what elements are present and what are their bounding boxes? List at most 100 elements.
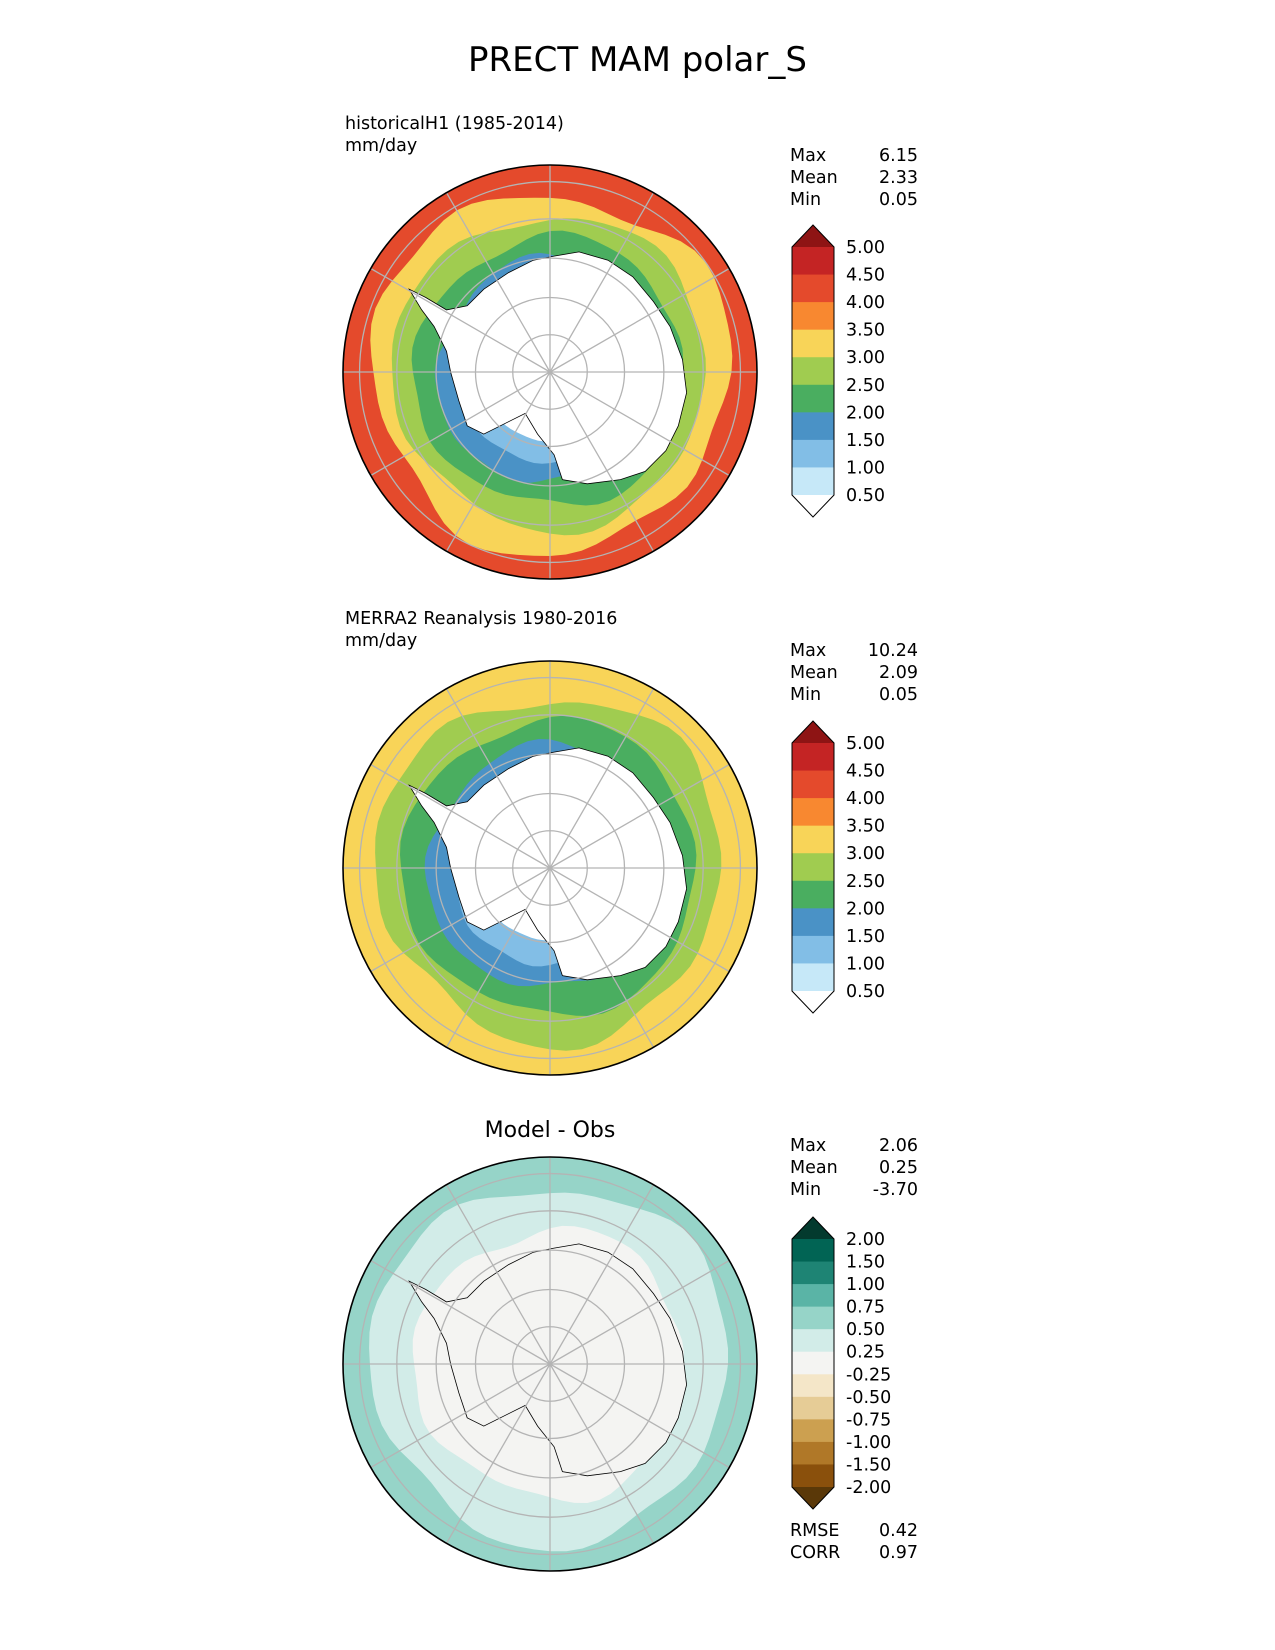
graticule-meridian: [549, 267, 730, 373]
colorbar-tick-label: 2.50: [846, 872, 885, 892]
graticule-meridian: [370, 267, 551, 373]
graticule-meridian: [445, 688, 551, 869]
map-field-2: [343, 661, 757, 1075]
stat-label: Min: [790, 190, 822, 210]
map-field-3: [343, 1157, 757, 1571]
panel3-stat-max: Max 2.06: [790, 1135, 918, 1157]
colorbar-tick-label: 0.25: [846, 1343, 885, 1363]
metric-value: 0.97: [879, 1543, 918, 1563]
stat-value: 0.25: [879, 1158, 918, 1178]
panel3-metric-corr: CORR 0.97: [790, 1542, 918, 1564]
panel2-stat-mean: Mean 2.09: [790, 662, 918, 684]
panel3-stat-min: Min -3.70: [790, 1179, 918, 1201]
stat-label: Max: [790, 146, 827, 166]
colorbar-segment: [792, 1284, 834, 1308]
graticule-meridian: [370, 867, 551, 973]
colorbar-segment: [792, 439, 834, 468]
colorbar-tick-label: 1.00: [846, 458, 885, 478]
panel1-stat-max: Max 6.15: [790, 145, 918, 167]
panel2-stats: Max 10.24 Mean 2.09 Min 0.05: [790, 640, 918, 706]
graticule-meridian: [445, 192, 551, 373]
colorbar-segment: [792, 935, 834, 964]
colorbar-segment: [792, 1329, 834, 1353]
colorbar-tick-label: 1.50: [846, 1253, 885, 1273]
colorbar-tick-label: -1.00: [846, 1433, 891, 1453]
colorbar-tick-label: 2.00: [846, 899, 885, 919]
graticule-meridian: [549, 371, 730, 477]
stat-label: Min: [790, 685, 822, 705]
colorbar-tick-label: 2.00: [846, 1230, 885, 1250]
colorbar-tick-label: 0.50: [846, 982, 885, 1002]
colorbar-tick-label: 4.50: [846, 266, 885, 286]
stat-label: Max: [790, 1136, 827, 1156]
colorbar-tick-label: 0.75: [846, 1298, 885, 1318]
stat-label: Mean: [790, 1158, 838, 1178]
colorbar-1: 0.50 1.00 1.50 2.00 2.50 3.00 3.50 4.00 4.50 5.00: [791, 224, 885, 518]
colorbar-extend-min: [792, 495, 834, 517]
colorbar-tick-label: 2.50: [846, 376, 885, 396]
colorbar-segment: [792, 412, 834, 441]
colorbar-tick-label: 0.50: [846, 1320, 885, 1340]
graticule-meridian: [445, 1363, 551, 1544]
colorbar-segment: [792, 274, 834, 303]
colorbar-tick-label: -1.50: [846, 1455, 891, 1475]
graticule-meridian: [370, 1363, 551, 1469]
graticule-meridian: [549, 1259, 730, 1365]
colorbar-tick-label: 0.50: [846, 486, 885, 506]
colorbar-segment: [792, 1261, 834, 1285]
colorbar-tick-label: 4.00: [846, 293, 885, 313]
panel3-stats: Max 2.06 Mean 0.25 Min -3.70: [790, 1135, 918, 1201]
map-boundary: [342, 1156, 758, 1572]
colorbar-segment: [792, 302, 834, 331]
panel1-stat-mean: Mean 2.33: [790, 167, 918, 189]
colorbar-tick-label: 1.50: [846, 431, 885, 451]
panel2-stat-max: Max 10.24: [790, 640, 918, 662]
map-boundary: [342, 660, 758, 1076]
colorbar-tick-label: 2.00: [846, 403, 885, 423]
colorbar-segment: [792, 1239, 834, 1263]
colorbar-segment: [792, 908, 834, 937]
graticule-meridian: [445, 1184, 551, 1365]
colorbar-2: 0.50 1.00 1.50 2.00 2.50 3.00 3.50 4.00 4.50 5.00: [791, 720, 885, 1014]
colorbar-segment: [792, 1374, 834, 1398]
colorbar-extend-max: [792, 225, 834, 247]
stat-value: 10.24: [867, 641, 918, 661]
graticule-meridian: [549, 688, 655, 869]
colorbar-segment: [792, 770, 834, 799]
colorbar-extend-max: [792, 1217, 834, 1239]
colorbar-outline: [791, 720, 835, 1014]
map-boundary: [342, 164, 758, 580]
panel3-metrics: RMSE 0.42 CORR 0.97: [790, 1520, 918, 1564]
colorbar-tick-label: 4.50: [846, 762, 885, 782]
graticule-meridian: [549, 1184, 655, 1365]
colorbar-tick-label: 1.00: [846, 954, 885, 974]
colorbar-tick-label: -2.00: [846, 1478, 891, 1498]
stat-value: -3.70: [872, 1180, 918, 1200]
colorbar-tick-label: 1.50: [846, 927, 885, 947]
colorbar-segment: [792, 1441, 834, 1465]
colorbar-segment: [792, 880, 834, 909]
colorbar-tick-label: 1.00: [846, 1275, 885, 1295]
colorbar-tick-label: 4.00: [846, 789, 885, 809]
panel2-subtitle-line2: mm/day: [345, 631, 418, 651]
panel1-stat-min: Min 0.05: [790, 189, 918, 211]
colorbar-tick-label: 3.00: [846, 348, 885, 368]
stat-value: 2.09: [879, 663, 918, 683]
colorbar-segment: [792, 1396, 834, 1420]
colorbar-segment: [792, 357, 834, 386]
panel1-subtitle-line2: mm/day: [345, 136, 418, 156]
colorbar-segment: [792, 963, 834, 992]
colorbar-tick-label: -0.25: [846, 1365, 891, 1385]
colorbar-tick-label: 3.00: [846, 844, 885, 864]
graticule-meridian: [370, 763, 551, 869]
panel3-metric-rmse: RMSE 0.42: [790, 1520, 918, 1542]
metric-label: CORR: [790, 1543, 841, 1563]
colorbar-segment: [792, 1419, 834, 1443]
colorbar-tick-label: -0.75: [846, 1410, 891, 1430]
graticule-meridian: [549, 763, 730, 869]
colorbar-tick-label: 5.00: [846, 734, 885, 754]
metric-label: RMSE: [790, 1521, 840, 1541]
map-field-1: [343, 165, 757, 579]
colorbar-tick-label: 3.50: [846, 817, 885, 837]
stat-label: Max: [790, 641, 827, 661]
